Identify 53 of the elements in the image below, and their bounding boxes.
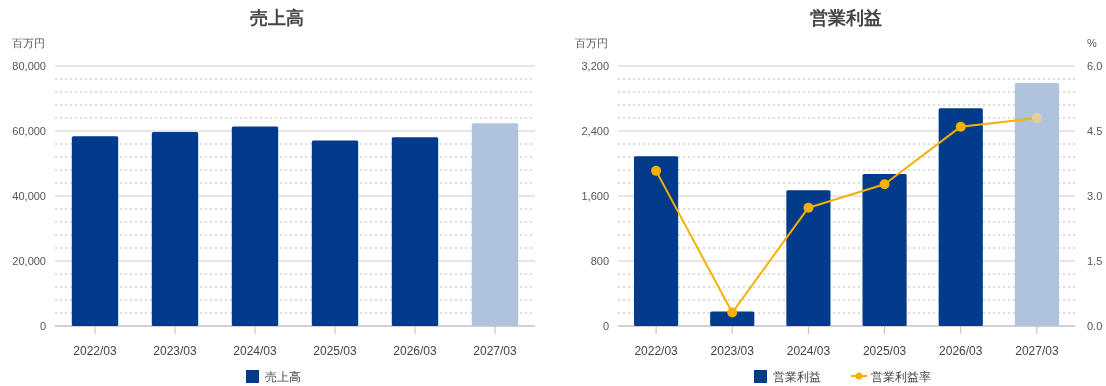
legend-label: 営業利益率 <box>871 370 931 384</box>
x-tick-label: 2023/03 <box>710 344 755 358</box>
bar <box>231 126 279 326</box>
bar <box>710 311 755 326</box>
y2-tick-label: 6.0 <box>1087 60 1103 72</box>
x-tick-label: 2026/03 <box>393 344 438 358</box>
point <box>1031 113 1042 123</box>
y2-tick-label: 1.5 <box>1087 255 1103 267</box>
y-tick-label: 20,000 <box>12 255 46 267</box>
y-axis-title: 百万円 <box>575 37 608 49</box>
bar <box>71 136 119 326</box>
bar <box>471 123 519 326</box>
bar <box>311 140 359 326</box>
bar <box>151 131 199 326</box>
point <box>651 165 662 176</box>
bar <box>634 156 679 326</box>
point <box>879 179 890 190</box>
bar <box>938 108 983 326</box>
y-tick-label: 3,200 <box>581 60 609 72</box>
y-tick-label: 40,000 <box>12 190 46 202</box>
x-tick-label: 2024/03 <box>233 344 278 358</box>
x-tick-label: 2024/03 <box>786 344 831 358</box>
y-axis-title: 百万円 <box>12 37 45 49</box>
y-tick-label: 0 <box>39 320 46 332</box>
chart-title: 営業利益 <box>810 8 882 28</box>
y2-tick-label: 0.0 <box>1087 320 1103 332</box>
y-tick-label: 800 <box>590 255 609 267</box>
x-tick-label: 2027/03 <box>1015 344 1059 358</box>
legend-label: 営業利益 <box>773 370 821 384</box>
y-tick-label: 1,600 <box>581 190 609 202</box>
bar <box>862 174 907 326</box>
x-tick-label: 2023/03 <box>153 344 198 358</box>
y2-tick-label: 4.5 <box>1087 125 1103 137</box>
y-tick-label: 2,400 <box>581 125 609 137</box>
y2-axis-title: % <box>1087 37 1097 49</box>
x-tick-label: 2022/03 <box>634 344 679 358</box>
y-tick-label: 0 <box>602 320 609 332</box>
bar <box>786 190 831 326</box>
point <box>955 121 966 132</box>
x-tick-label: 2027/03 <box>473 344 518 358</box>
chart-title: 売上高 <box>250 8 304 28</box>
y-tick-label: 80,000 <box>12 60 46 72</box>
x-tick-label: 2025/03 <box>313 344 358 358</box>
point <box>803 202 814 213</box>
y2-tick-label: 3.0 <box>1087 190 1103 202</box>
bar <box>391 137 439 326</box>
y-tick-label: 60,000 <box>12 125 46 137</box>
bar <box>1014 83 1060 326</box>
x-tick-label: 2026/03 <box>939 344 983 358</box>
point <box>727 307 738 318</box>
x-tick-label: 2025/03 <box>862 344 907 358</box>
legend-label: 売上高 <box>265 370 301 384</box>
x-tick-label: 2022/03 <box>73 344 118 358</box>
